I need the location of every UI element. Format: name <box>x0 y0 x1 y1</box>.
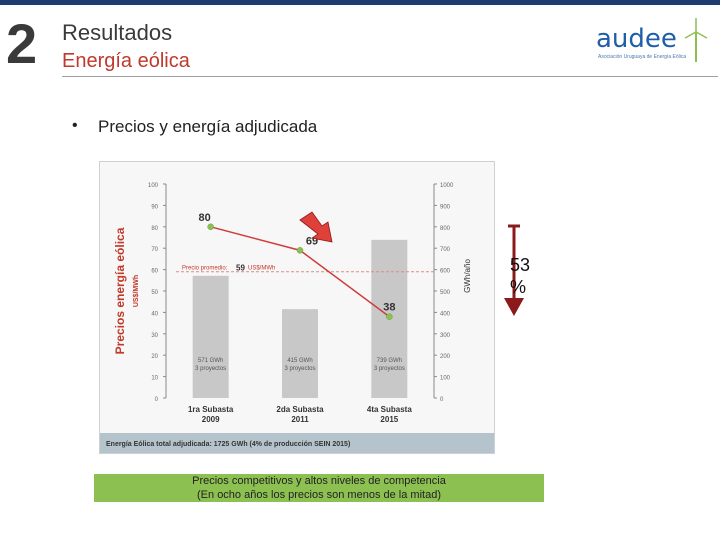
y-tick-label: 100 <box>148 183 159 189</box>
chart-canvas: 0102030405060708090100010020030040050060… <box>100 183 494 453</box>
y-tick-label: 10 <box>151 376 158 382</box>
chart-footer-band <box>100 433 494 453</box>
conclusion-line-1: Precios competitivos y altos niveles de … <box>192 475 446 487</box>
category-label: 4ta Subasta <box>367 405 412 414</box>
y-tick-label: 50 <box>151 290 158 296</box>
bar-label: 3 proyectos <box>195 366 226 372</box>
y-axis-label: Precios energía eólica <box>113 227 127 354</box>
energy-bar <box>282 309 318 398</box>
down-trend-arrow-icon <box>299 211 333 243</box>
price-value-label: 80 <box>199 212 211 224</box>
bar-label: 571 GWh <box>198 358 223 364</box>
y-tick-label: 0 <box>155 397 159 403</box>
y-axis-unit: US$/MWh <box>133 275 140 307</box>
y2-tick-label: 100 <box>440 376 451 382</box>
bar-label: 3 proyectos <box>284 366 315 372</box>
bar-label: 415 GWh <box>287 358 312 364</box>
page-subtitle: Energía eólica <box>62 50 190 72</box>
page-title: Resultados <box>62 20 173 45</box>
average-price-prefix: Precio promedio: <box>182 266 228 272</box>
y-tick-label: 90 <box>151 204 158 210</box>
average-price-value: 59 <box>236 264 245 273</box>
conclusion-line-2: (En ocho años los precios son menos de l… <box>197 489 441 501</box>
price-energy-chart: 0 10 20 30 40 50 60 70 80 90 100 0 100 200 300 400 500 60… <box>99 161 495 454</box>
price-value-label: 38 <box>383 302 395 314</box>
reduction-arrow-icon <box>504 224 524 316</box>
chart-footer-text: Energía Eólica total adjudicada: 1725 GW… <box>106 441 350 448</box>
category-label: 2da Subasta <box>276 405 324 414</box>
category-label: 2011 <box>291 415 309 424</box>
y2-tick-label: 700 <box>440 247 451 253</box>
y2-tick-label: 500 <box>440 290 451 296</box>
category-label: 2009 <box>202 415 220 424</box>
category-label: 1ra Subasta <box>188 405 234 414</box>
header-divider <box>62 76 718 77</box>
bullet-text: Precios y energía adjudicada <box>98 117 318 136</box>
price-point <box>296 247 304 254</box>
logo-wordmark: audee <box>596 24 677 54</box>
average-price-unit: US$/MWh <box>248 266 275 272</box>
bar-label: 3 proyectos <box>374 366 405 372</box>
price-point <box>207 223 214 231</box>
y-tick-label: 80 <box>151 226 158 232</box>
y-tick-label: 20 <box>151 354 158 360</box>
y2-tick-label: 0 <box>440 397 444 403</box>
conclusion-note: Precios competitivos y altos niveles de … <box>94 474 544 502</box>
price-point <box>386 313 393 320</box>
audee-logo: audee Asociación Uruguaya de Energía Eól… <box>592 16 716 64</box>
category-label: 2015 <box>380 415 398 424</box>
y2-axis-label: GWh/año <box>463 259 472 293</box>
top-accent-bar <box>0 0 720 5</box>
reduction-percentage: 53 % <box>510 255 531 297</box>
wind-turbine-icon <box>684 18 708 62</box>
energy-bar <box>192 275 229 398</box>
bullet-marker: • <box>72 117 78 134</box>
bar-label: 739 GWh <box>377 358 402 364</box>
y2-tick-label: 800 <box>440 226 451 232</box>
y2-tick-label: 200 <box>440 354 451 360</box>
y-tick-label: 30 <box>151 333 158 339</box>
y2-tick-label: 900 <box>440 204 451 210</box>
y2-tick-label: 1000 <box>440 183 454 189</box>
y2-tick-label: 300 <box>440 333 451 339</box>
section-number: 2 <box>6 12 37 75</box>
y2-tick-label: 600 <box>440 269 451 275</box>
logo-tagline: Asociación Uruguaya de Energía Eólica <box>598 54 687 60</box>
y2-tick-label: 400 <box>440 311 451 317</box>
y-tick-label: 70 <box>151 247 158 253</box>
y-tick-label: 60 <box>151 269 158 275</box>
y-tick-label: 40 <box>151 311 158 317</box>
